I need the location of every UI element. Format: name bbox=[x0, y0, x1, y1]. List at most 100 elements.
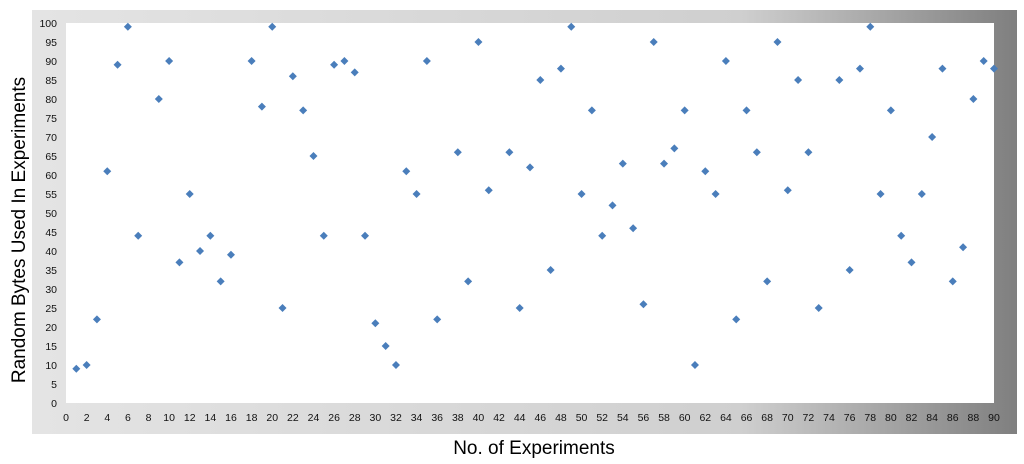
data-point bbox=[897, 231, 906, 240]
x-tick-label: 68 bbox=[761, 412, 773, 424]
x-tick-label: 72 bbox=[803, 412, 815, 424]
y-tick-label: 65 bbox=[45, 151, 57, 163]
data-point bbox=[72, 364, 81, 373]
y-tick-label: 20 bbox=[45, 322, 57, 334]
y-tick-label: 70 bbox=[45, 132, 57, 144]
x-tick-label: 62 bbox=[699, 412, 711, 424]
data-point bbox=[433, 315, 442, 324]
data-point bbox=[907, 258, 916, 267]
x-tick-label: 22 bbox=[287, 412, 299, 424]
data-point bbox=[969, 95, 978, 103]
x-tick-label: 82 bbox=[906, 412, 918, 424]
x-tick-label: 52 bbox=[596, 412, 608, 424]
data-point bbox=[690, 361, 699, 369]
x-tick-label: 28 bbox=[349, 412, 361, 424]
y-tick-label: 90 bbox=[45, 56, 57, 68]
data-point bbox=[216, 277, 225, 286]
x-tick-label: 38 bbox=[452, 412, 464, 424]
y-tick-label: 30 bbox=[45, 284, 57, 296]
data-point bbox=[990, 64, 998, 73]
x-tick-label: 32 bbox=[390, 412, 402, 424]
data-point bbox=[732, 315, 741, 324]
data-point bbox=[134, 231, 143, 240]
data-point bbox=[330, 60, 339, 69]
y-tick-label: 45 bbox=[45, 227, 57, 239]
data-point bbox=[959, 243, 968, 252]
data-point bbox=[804, 148, 813, 157]
x-tick-labels: 0 2 4 6 8 10 12 14 16 18 20 22 24 26 28 30 32 34 36 38 40 42 4… bbox=[63, 412, 1000, 424]
y-tick-label: 50 bbox=[45, 208, 57, 220]
y-tick-label: 55 bbox=[45, 189, 57, 201]
data-point bbox=[567, 22, 576, 31]
data-point bbox=[381, 342, 390, 350]
data-point bbox=[618, 159, 627, 168]
x-tick-label: 56 bbox=[638, 412, 650, 424]
data-point bbox=[711, 190, 720, 198]
data-point bbox=[123, 22, 132, 31]
data-point bbox=[556, 64, 565, 73]
data-point bbox=[701, 167, 710, 176]
x-tick-label: 78 bbox=[864, 412, 876, 424]
x-tick-label: 90 bbox=[988, 412, 1000, 424]
data-point bbox=[794, 76, 803, 84]
data-point bbox=[721, 57, 730, 65]
data-point bbox=[546, 266, 555, 274]
data-point bbox=[773, 38, 782, 46]
x-tick-label: 20 bbox=[266, 412, 278, 424]
x-tick-label: 36 bbox=[431, 412, 443, 424]
x-tick-label: 2 bbox=[84, 412, 90, 424]
data-point bbox=[309, 152, 318, 160]
x-tick-label: 48 bbox=[555, 412, 567, 424]
y-tick-label: 85 bbox=[45, 75, 57, 87]
data-point bbox=[484, 186, 493, 195]
x-axis-title: No. of Experiments bbox=[453, 438, 615, 459]
y-tick-label: 35 bbox=[45, 265, 57, 277]
data-point bbox=[474, 38, 483, 46]
x-tick-label: 74 bbox=[823, 412, 835, 424]
data-point bbox=[536, 76, 545, 84]
x-tick-label: 34 bbox=[411, 412, 423, 424]
plot-area bbox=[66, 23, 994, 403]
data-point bbox=[412, 190, 421, 198]
data-point bbox=[247, 57, 256, 65]
data-point bbox=[629, 224, 638, 233]
y-tick-label: 0 bbox=[51, 398, 57, 410]
x-tick-label: 66 bbox=[741, 412, 753, 424]
data-point bbox=[660, 159, 669, 168]
x-tick-label: 58 bbox=[658, 412, 670, 424]
data-points bbox=[72, 22, 998, 373]
data-point bbox=[670, 144, 679, 153]
x-tick-label: 12 bbox=[184, 412, 196, 424]
x-tick-label: 88 bbox=[968, 412, 980, 424]
x-tick-label: 80 bbox=[885, 412, 897, 424]
data-point bbox=[855, 64, 864, 73]
data-point bbox=[113, 60, 122, 69]
x-tick-label: 76 bbox=[844, 412, 856, 424]
data-point bbox=[288, 72, 297, 81]
data-point bbox=[402, 167, 411, 176]
data-point bbox=[742, 106, 751, 115]
x-tick-label: 0 bbox=[63, 412, 69, 424]
data-point bbox=[515, 304, 524, 312]
data-point bbox=[680, 106, 689, 115]
data-point bbox=[876, 190, 885, 198]
data-point bbox=[814, 304, 823, 312]
x-tick-label: 14 bbox=[205, 412, 217, 424]
data-point bbox=[526, 163, 534, 172]
data-point bbox=[278, 304, 287, 312]
data-point bbox=[577, 190, 586, 198]
y-tick-label: 10 bbox=[45, 360, 57, 372]
x-tick-label: 8 bbox=[146, 412, 152, 424]
x-tick-label: 6 bbox=[125, 412, 131, 424]
data-point bbox=[928, 133, 937, 141]
data-point bbox=[319, 231, 328, 240]
x-tick-label: 50 bbox=[576, 412, 588, 424]
x-tick-label: 40 bbox=[473, 412, 485, 424]
data-point bbox=[866, 22, 875, 31]
y-tick-label: 60 bbox=[45, 170, 57, 182]
data-point bbox=[361, 231, 370, 240]
data-point bbox=[165, 57, 174, 65]
data-point bbox=[340, 57, 349, 65]
data-point bbox=[154, 95, 163, 103]
data-point bbox=[639, 300, 648, 309]
